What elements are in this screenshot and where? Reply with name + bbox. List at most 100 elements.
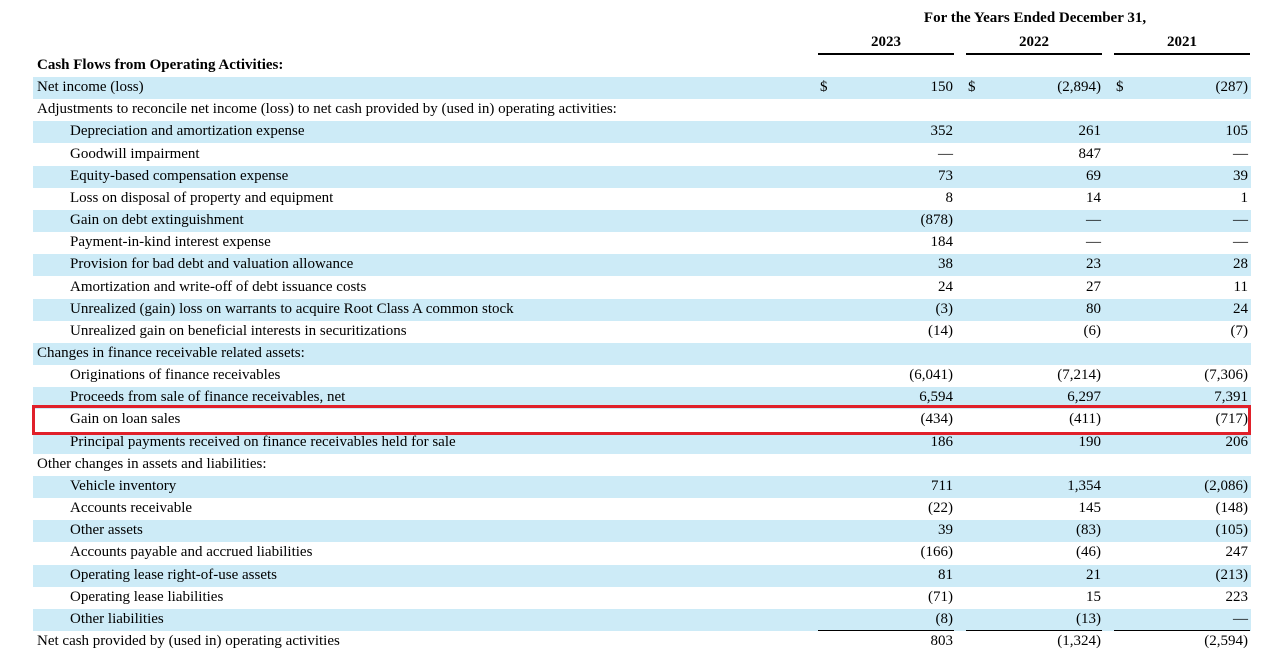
row-label: Provision for bad debt and valuation all… [70, 256, 354, 273]
cell-value-2023: 803 [930, 632, 954, 649]
cell-value-2021: (213) [1215, 566, 1249, 583]
row-label: Net income (loss) [37, 79, 144, 96]
row-label: Gain on loan sales [70, 411, 181, 428]
cell-value-2021: 39 [1233, 167, 1248, 184]
cell-value-2023: (878) [920, 212, 954, 228]
cell-value-2021: 7,391 [1214, 389, 1248, 406]
cell-value-2022: (46) [1076, 544, 1101, 561]
row-label: Amortization and write-off of debt issua… [70, 278, 367, 295]
cell-value-2022: (6) [1083, 322, 1102, 339]
cell-value-2022: 145 [1078, 500, 1102, 516]
cell-value-2021: 206 [1225, 433, 1249, 450]
cell-value-2021: 24 [1233, 300, 1248, 317]
header-rule [966, 53, 1102, 55]
cell-value-2022: 15 [1086, 588, 1101, 605]
table-row: Changes in finance receivable related as… [33, 342, 1251, 365]
row-label: Loss on disposal of property and equipme… [70, 189, 334, 206]
table-row: Originations of finance receivables (6,04… [33, 365, 1251, 387]
cell-value-2021: — [1233, 610, 1248, 627]
cell-value-2022: — [1086, 234, 1101, 251]
cell-value-2022: 1,354 [1067, 477, 1101, 494]
cell-value-2021: (105) [1215, 522, 1249, 539]
cell-value-2023: (166) [920, 544, 954, 561]
cell-value-2023: 6,594 [919, 389, 953, 406]
cell-value-2023: (14) [928, 322, 953, 339]
row-label: Vehicle inventory [70, 477, 177, 494]
cell-value-2023: 711 [931, 477, 953, 494]
cell-value-2023: (3) [935, 300, 954, 317]
table-row: Payment-in-kind interest expense 184 — — [33, 232, 1251, 254]
table-row: Operating lease liabilities (71) 15 223 [33, 587, 1251, 609]
row-label: Accounts receivable [70, 500, 193, 516]
cell-value-2023: 39 [938, 522, 953, 539]
cell-value-2023: 24 [938, 278, 953, 295]
row-label: Principal payments received on finance r… [70, 433, 456, 450]
cell-value-2022: 27 [1086, 278, 1101, 295]
row-label: Operating lease liabilities [70, 588, 224, 605]
table-row: Net income (loss) $ $ $150 (2,894) (287) [33, 77, 1251, 100]
table-row: Other liabilities (8) (13) — [33, 608, 1251, 631]
cell-value-2023: — [938, 145, 953, 162]
table-row: Accounts receivable (22) 145 (148) [33, 498, 1251, 520]
cell-value-2023: (8) [935, 610, 954, 627]
cell-value-2022: 190 [1078, 433, 1102, 450]
table-row: Cash Flows from Operating Activities: [33, 55, 1251, 77]
header-rule [1114, 53, 1250, 55]
cell-value-2022: 80 [1086, 300, 1101, 317]
row-label: Net cash provided by (used in) operating… [37, 632, 340, 649]
cell-value-2023: (71) [928, 588, 953, 605]
table-row: Vehicle inventory 711 1,354 (2,086) [33, 475, 1251, 498]
table-row: Adjustments to reconcile net income (los… [33, 99, 1251, 121]
row-label: Unrealized (gain) loss on warrants to ac… [70, 300, 514, 317]
cell-value-2021: (148) [1215, 500, 1249, 516]
row-label: Accounts payable and accrued liabilities [70, 544, 313, 561]
cell-value-2022: 21 [1086, 566, 1101, 583]
total-rule [1114, 630, 1250, 631]
row-label: Adjustments to reconcile net income (los… [37, 101, 617, 118]
header-rule [818, 53, 954, 55]
cell-value-2021: (287) [1215, 79, 1249, 96]
total-rule [966, 630, 1102, 631]
table-row: Proceeds from sale of finance receivable… [33, 387, 1251, 410]
cell-value-2022: — [1086, 212, 1101, 228]
table-row: Operating lease right-of-use assets 81 21 (… [33, 564, 1251, 587]
cell-value-2022: 261 [1078, 123, 1102, 140]
row-label: Equity-based compensation expense [70, 167, 289, 184]
row-label: Goodwill impairment [70, 145, 200, 162]
row-label: Other changes in assets and liabilities: [37, 455, 267, 472]
cell-value-2021: 247 [1225, 544, 1249, 561]
cell-value-2022: (411) [1069, 411, 1101, 428]
cell-value-2021: (7,306) [1204, 367, 1248, 384]
cell-value-2022: 69 [1086, 167, 1101, 184]
total-rule [818, 630, 954, 631]
row-label: Changes in finance receivable related as… [37, 344, 305, 361]
cell-value-2023: (22) [928, 500, 953, 516]
cell-value-2023: 8 [945, 189, 954, 206]
year-header-2021: 2021 [1167, 34, 1197, 50]
cell-value-2021: 11 [1233, 278, 1248, 295]
cell-value-2022: (1,324) [1057, 632, 1101, 649]
cell-value-2022: (2,894) [1057, 79, 1101, 96]
currency-symbol: $ [820, 79, 828, 96]
table-row: Other assets 39 (83) (105) [33, 520, 1251, 543]
cell-value-2021: 223 [1225, 588, 1249, 605]
cell-value-2021: — [1233, 234, 1248, 251]
cell-value-2021: (717) [1215, 411, 1249, 428]
period-header: For the Years Ended December 31, [923, 10, 1147, 26]
table-row: Principal payments received on finance r… [33, 431, 1251, 454]
table-row: Depreciation and amortization expense 352… [33, 121, 1251, 144]
cell-value-2023: (434) [920, 411, 954, 428]
cell-value-2021: 28 [1233, 256, 1248, 273]
cell-value-2023: 352 [930, 123, 954, 140]
cell-value-2022: 14 [1086, 189, 1101, 206]
table-row: Net cash provided by (used in) operating… [33, 631, 1251, 653]
year-header-2023: 2023 [871, 34, 901, 50]
cell-value-2021: 105 [1225, 123, 1249, 140]
cell-value-2021: 1 [1240, 189, 1249, 206]
row-label: Unrealized gain on beneficial interests … [70, 322, 407, 339]
cell-value-2023: (6,041) [909, 367, 953, 384]
row-label: Originations of finance receivables [70, 367, 281, 384]
table-row: Gain on loan sales (434) (411) (717) [33, 409, 1251, 431]
cell-value-2022: (13) [1076, 610, 1101, 627]
cell-value-2023: 73 [938, 167, 953, 184]
